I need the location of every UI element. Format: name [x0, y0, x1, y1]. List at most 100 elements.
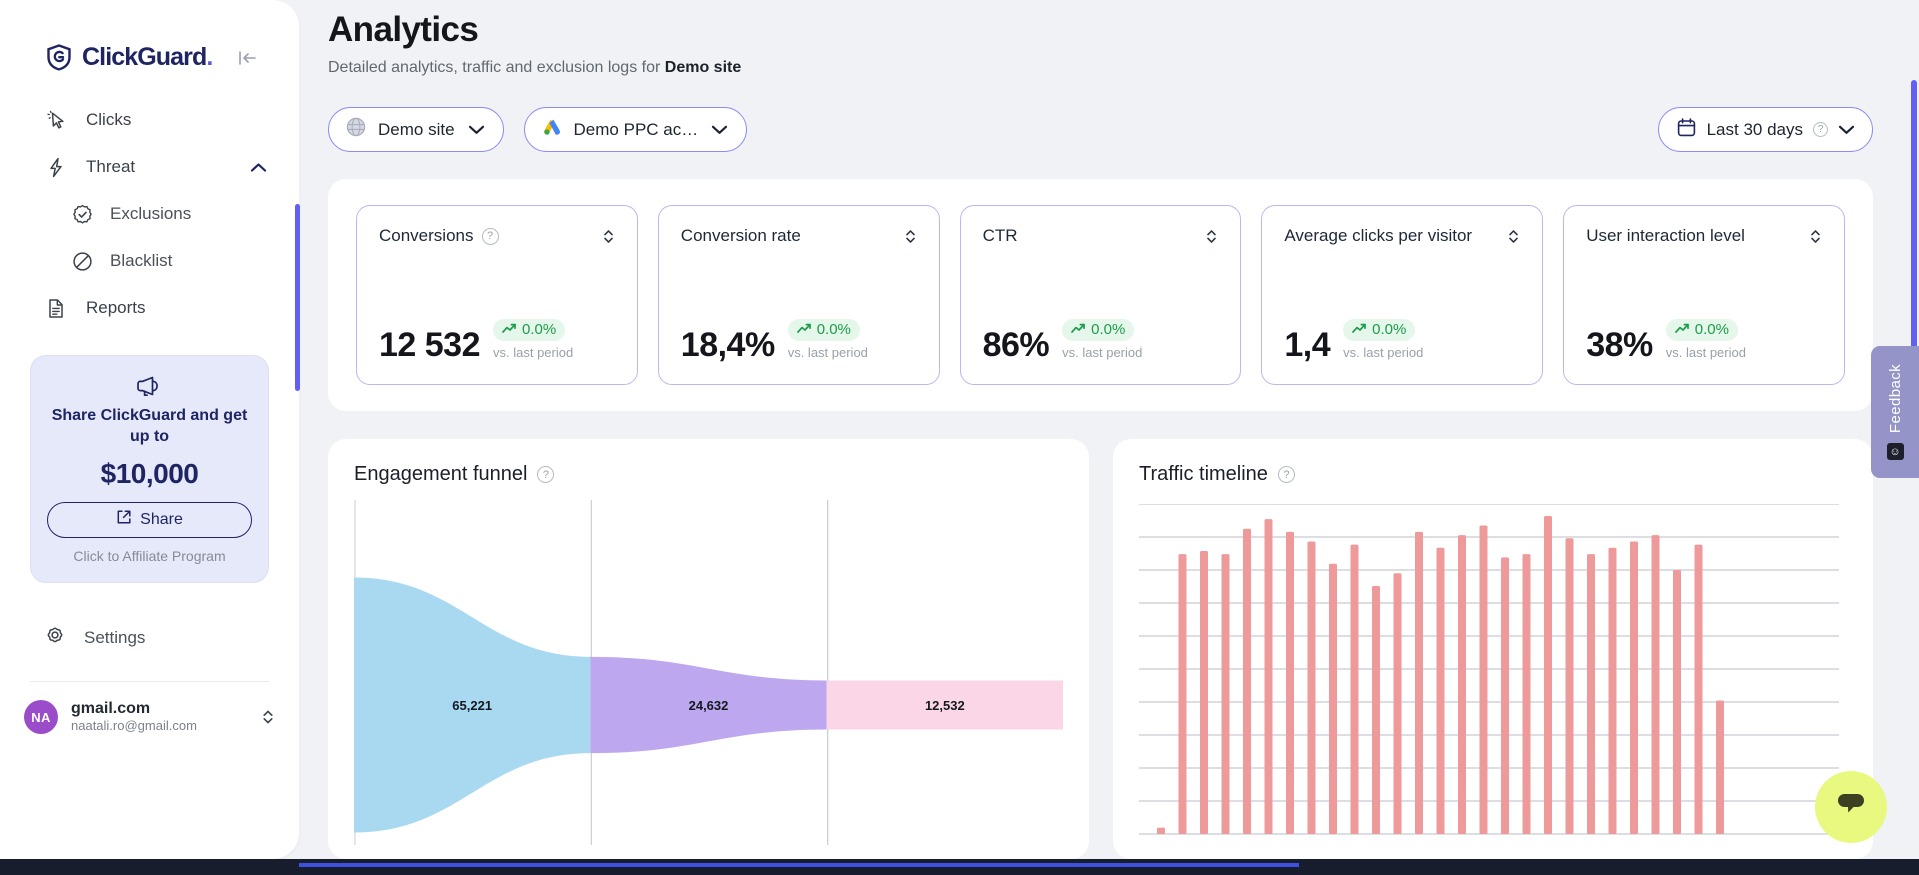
collapse-sidebar-icon[interactable] [234, 45, 260, 71]
user-account-row[interactable]: NA gmail.com naatali.ro@gmail.com [24, 700, 275, 735]
sidebar-item-settings[interactable]: Settings [18, 617, 281, 659]
share-button[interactable]: Share [47, 501, 252, 538]
chat-bubble-icon [1834, 790, 1868, 825]
sort-updown-icon[interactable] [602, 228, 615, 245]
status-badge: 0.0% [1665, 319, 1738, 341]
brand-dot: . [206, 43, 213, 71]
check-badge-icon [70, 202, 94, 226]
sidebar-item-label: Blacklist [110, 251, 173, 270]
status-badge: 0.0% [1062, 319, 1135, 341]
kpi-note: vs. last period [1343, 345, 1424, 360]
feedback-tab[interactable]: Feedback ☺ [1871, 346, 1919, 478]
sidebar-nav: Clicks Threat [0, 99, 299, 329]
kpi-delta: 0.0% vs. last period [1062, 319, 1142, 362]
sidebar-item-clicks[interactable]: Clicks [18, 99, 281, 141]
page-subtitle: Detailed analytics, traffic and exclusio… [299, 50, 1919, 77]
charts-row: Engagement funnel ? 65,221 24,632 12,532 T… [328, 439, 1873, 859]
kpi-delta-value: 0.0% [1091, 321, 1126, 338]
kpi-title: CTR [982, 226, 1018, 245]
sidebar-item-threat[interactable]: Threat [18, 146, 281, 188]
affiliate-promo-card[interactable]: Share ClickGuard and get up to $10,000 S… [30, 355, 269, 583]
kpi-header: Conversion rate [681, 226, 917, 246]
sidebar-item-label: Exclusions [110, 204, 192, 223]
kpi-note: vs. last period [787, 345, 868, 360]
sort-updown-icon[interactable] [904, 228, 917, 245]
kpi-delta: 0.0% vs. last period [493, 319, 573, 362]
sidebar: ClickGuard. Clicks [0, 0, 299, 859]
promo-title: Share ClickGuard and get up to [51, 407, 248, 445]
user-email: naatali.ro@gmail.com [71, 717, 197, 733]
brand[interactable]: ClickGuard. [0, 0, 299, 71]
kpi-delta: 0.0% vs. last period [1343, 319, 1423, 362]
engagement-funnel-card: Engagement funnel ? 65,221 24,632 12,532 [328, 439, 1089, 859]
chevron-up-icon[interactable] [250, 162, 267, 173]
svg-text:24,632: 24,632 [689, 698, 729, 713]
globe-icon [345, 116, 367, 143]
sidebar-active-indicator [295, 204, 300, 391]
megaphone-icon [47, 374, 252, 398]
status-badge: 0.0% [1343, 319, 1416, 341]
feedback-label: Feedback [1886, 363, 1904, 434]
kpi-note: vs. last period [1665, 345, 1746, 360]
kpi-delta-value: 0.0% [816, 321, 851, 338]
trend-up-icon [502, 321, 517, 338]
sidebar-item-exclusions[interactable]: Exclusions [18, 193, 281, 235]
kpi-delta: 0.0% vs. last period [787, 319, 868, 362]
chevron-up-down-icon[interactable] [261, 708, 275, 726]
help-circle-icon[interactable]: ? [537, 466, 555, 483]
sort-updown-icon[interactable] [1507, 228, 1520, 245]
filter-bar: Demo site Demo PPC ac… [299, 77, 1919, 152]
page-load-progress [299, 863, 1299, 867]
trend-up-icon [1674, 321, 1690, 338]
gear-icon [44, 624, 66, 651]
kpi-value: 86% [982, 326, 1050, 364]
kpi-card-ctr[interactable]: CTR 86% 0.0% vs. last perio [959, 205, 1242, 385]
traffic-timeline-chart [1139, 504, 1839, 835]
sidebar-item-reports[interactable]: Reports [18, 287, 281, 329]
kpi-panel: Conversions ? 12 532 0.0% [328, 179, 1873, 411]
promo-amount: $10,000 [100, 457, 199, 489]
sort-updown-icon[interactable] [1809, 228, 1822, 245]
page-subtitle-text: Detailed analytics, traffic and exclusio… [328, 59, 665, 76]
ban-circle-icon [70, 249, 94, 273]
ppc-account-filter-label: Demo PPC ac… [573, 119, 699, 139]
kpi-value: 18,4% [680, 326, 775, 364]
kpi-delta-value: 0.0% [1694, 321, 1729, 338]
trend-up-icon [796, 321, 812, 338]
chevron-down-icon[interactable] [468, 124, 485, 135]
lightning-bolt-icon [44, 155, 68, 179]
main-content: Analytics Detailed analytics, traffic an… [299, 0, 1919, 875]
svg-text:12,532: 12,532 [925, 698, 965, 713]
trend-up-icon [1071, 321, 1086, 338]
status-badge: 0.0% [787, 319, 860, 341]
share-button-label: Share [140, 510, 183, 528]
sidebar-item-blacklist[interactable]: Blacklist [18, 240, 281, 282]
chevron-down-icon[interactable] [1838, 120, 1855, 140]
help-circle-icon[interactable]: ? [1277, 466, 1295, 483]
date-range-label: Last 30 days [1706, 119, 1803, 139]
kpi-title: Conversions [379, 226, 474, 245]
help-circle-icon[interactable]: ? [1813, 122, 1828, 137]
card-title: Engagement funnel [354, 463, 528, 485]
svg-text:65,221: 65,221 [452, 698, 492, 713]
chat-launcher-button[interactable] [1815, 771, 1887, 843]
help-circle-icon[interactable]: ? [481, 227, 499, 245]
date-range-picker[interactable]: Last 30 days ? [1657, 107, 1873, 152]
ppc-account-filter-dropdown[interactable]: Demo PPC ac… [523, 107, 748, 152]
sidebar-item-label: Clicks [86, 110, 132, 129]
kpi-card-conversions[interactable]: Conversions ? 12 532 0.0% [356, 205, 638, 385]
clickguard-shield-icon [46, 44, 72, 71]
status-badge: 0.0% [493, 319, 566, 341]
kpi-body: 38% 0.0% vs. last period [1586, 319, 1822, 362]
trend-up-icon [1352, 321, 1367, 338]
sort-updown-icon[interactable] [1205, 228, 1218, 245]
kpi-card-user-interaction-level[interactable]: User interaction level 38% 0.0% [1563, 205, 1845, 385]
chevron-down-icon[interactable] [711, 124, 728, 135]
kpi-card-average-clicks-per-visitor[interactable]: Average clicks per visitor 1,4 0.0% [1261, 205, 1544, 385]
kpi-card-conversion-rate[interactable]: Conversion rate 18,4% 0.0% [657, 205, 940, 385]
card-title: Traffic timeline [1139, 463, 1268, 485]
calendar-icon [1676, 117, 1697, 143]
site-filter-dropdown[interactable]: Demo site [328, 107, 504, 152]
page-scrollbar[interactable] [1911, 80, 1917, 370]
